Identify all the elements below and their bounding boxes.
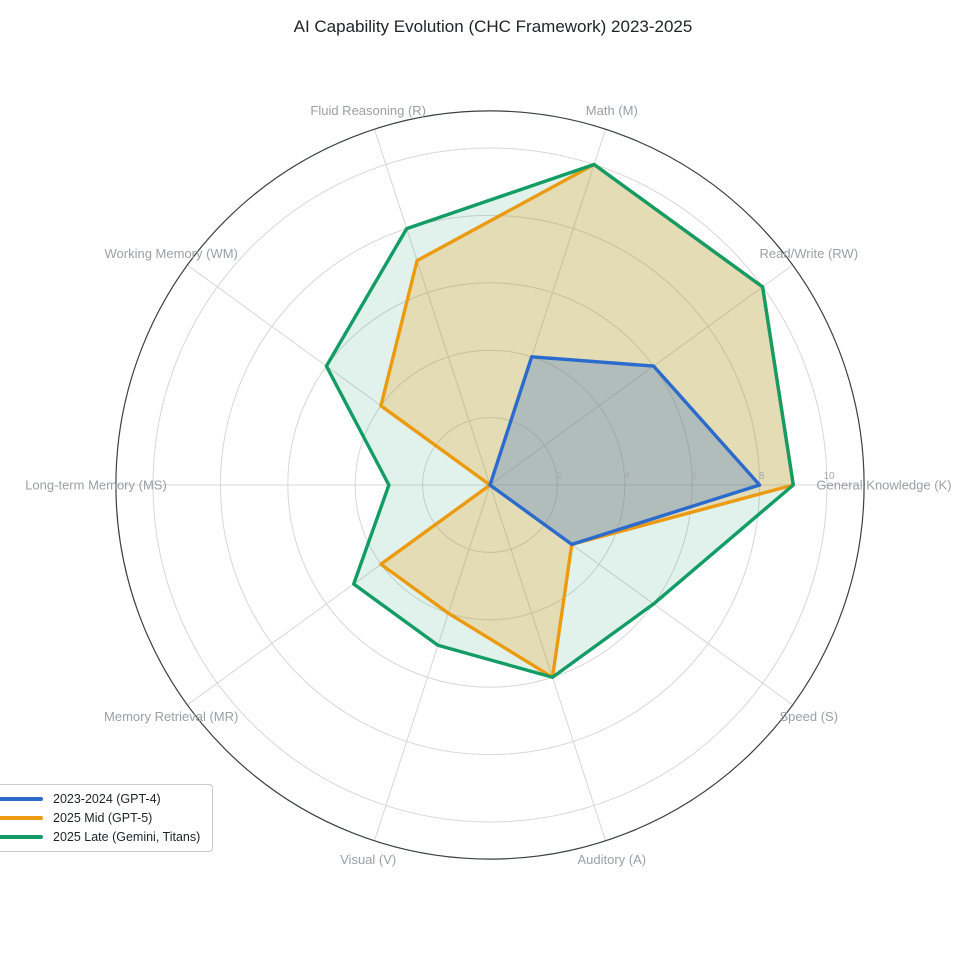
- svg-text:2: 2: [557, 471, 563, 482]
- axis-label-4: Working Memory (WM): [105, 246, 238, 261]
- axis-label-3: Fluid Reasoning (R): [310, 103, 426, 118]
- radar-series-fills: [326, 164, 794, 678]
- series-fill-0: [490, 356, 760, 545]
- radar-tick-labels: 2 4 6 8 10: [557, 471, 835, 482]
- svg-text:4: 4: [624, 471, 630, 482]
- radar-series-lines: [324, 162, 795, 679]
- axis-label-0: General Knowledge (K): [816, 478, 951, 493]
- legend-item: 2025 Mid (GPT-5): [0, 811, 200, 825]
- axis-label-1: Read/Write (RW): [760, 246, 858, 261]
- legend-item: 2025 Late (Gemini, Titans): [0, 830, 200, 844]
- axis-label-8: Auditory (A): [577, 852, 646, 867]
- legend-line-swatch: [0, 797, 43, 801]
- legend-item: 2023-2024 (GPT-4): [0, 792, 200, 806]
- series-fill-2: [326, 164, 794, 678]
- chart-title: AI Capability Evolution (CHC Framework) …: [293, 17, 693, 36]
- legend-item-label: 2025 Late (Gemini, Titans): [53, 830, 201, 844]
- axis-label-7: Visual (V): [340, 852, 396, 867]
- axis-label-5: Long-term Memory (MS): [25, 478, 167, 493]
- legend-item-label: 2025 Mid (GPT-5): [53, 811, 153, 825]
- legend: 2023-2024 (GPT-4) 2025 Mid (GPT-5) 2025 …: [0, 784, 214, 852]
- radar-axis-labels: General Knowledge (K) Read/Write (RW) Math…: [25, 103, 951, 867]
- legend-item-label: 2023-2024 (GPT-4): [53, 792, 161, 806]
- svg-text:6: 6: [691, 471, 697, 482]
- svg-text:10: 10: [823, 471, 835, 482]
- legend-line-swatch: [0, 835, 43, 839]
- axis-label-2: Math (M): [586, 103, 638, 118]
- series-line-0: [488, 355, 762, 547]
- series-fill-1: [380, 164, 794, 678]
- legend-line-swatch: [0, 816, 43, 820]
- radar-outer-spine: [115, 110, 865, 860]
- svg-text:8: 8: [759, 471, 765, 482]
- axis-label-6: Memory Retrieval (MR): [104, 709, 238, 724]
- series-line-2: [324, 162, 795, 679]
- axis-label-9: Speed (S): [780, 709, 839, 724]
